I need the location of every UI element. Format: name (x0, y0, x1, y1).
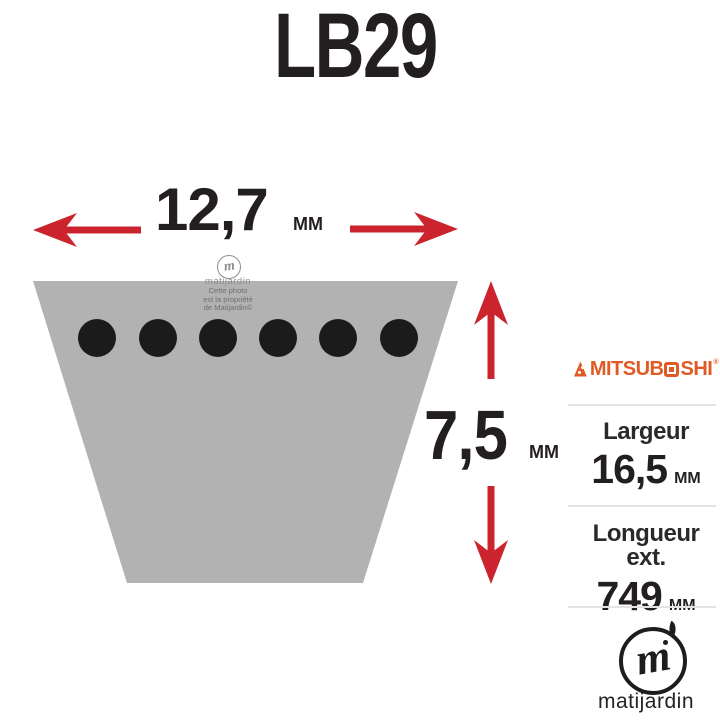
belt-cord-dot (380, 319, 418, 357)
watermark-notice-line: est la propriété (203, 294, 253, 304)
divider (568, 404, 716, 406)
spec-unit: MM (674, 470, 701, 487)
spec-longueur: Longueur ext. 749 MM (576, 522, 716, 617)
spec-label: Longueur ext. (592, 520, 700, 571)
registered-trademark-icon: ® (713, 359, 718, 366)
page-title: LB29 (274, 0, 438, 97)
belt-cord-dot (139, 319, 177, 357)
spec-value: 16,5 (591, 446, 668, 492)
belt-cord-dot (319, 319, 357, 357)
watermark-brand: matijardin (204, 276, 252, 287)
width-dimension-unit: MM (293, 214, 323, 234)
width-dimension-value: 12,7 (155, 176, 269, 243)
matijardin-logo-icon: m (619, 627, 687, 695)
spec-value: 749 (596, 573, 662, 619)
divider (568, 505, 716, 507)
spec-label: Largeur (603, 418, 689, 445)
spec-unit: MM (669, 597, 696, 615)
belt-cord-dot (199, 319, 237, 357)
belt-trapezoid-shape (33, 281, 458, 583)
watermark-notice: Cette photo est la propriété de Matijard… (178, 286, 278, 313)
belt-cord-dot (78, 319, 116, 357)
watermark-monogram: m (222, 258, 236, 275)
height-dimension-unit: MM (529, 442, 559, 462)
divider (568, 606, 716, 608)
mitsuboshi-brand-logo: MITSUB SHI ® (574, 358, 718, 380)
mitsuboshi-wordmark-left: MITSUB (589, 358, 664, 380)
logo-dot (663, 640, 668, 645)
watermark-notice-line: Cette photo (208, 286, 248, 295)
watermark-logo-icon: m (217, 255, 241, 279)
mitsuboshi-wordmark: MITSUB SHI ® (589, 358, 719, 380)
spec-largeur: Largeur 16,5 MM (576, 420, 716, 490)
mitsuboshi-triangle-icon (574, 361, 587, 377)
height-dimension-value: 7,5 (424, 396, 508, 474)
mitsuboshi-o-glyph (664, 361, 680, 377)
matijardin-brand-text: matijardin (597, 690, 695, 713)
mitsuboshi-wordmark-right: SHI (680, 358, 713, 380)
watermark-notice-line: de Matijardin© (203, 303, 253, 312)
belt-cord-dot (259, 319, 297, 357)
